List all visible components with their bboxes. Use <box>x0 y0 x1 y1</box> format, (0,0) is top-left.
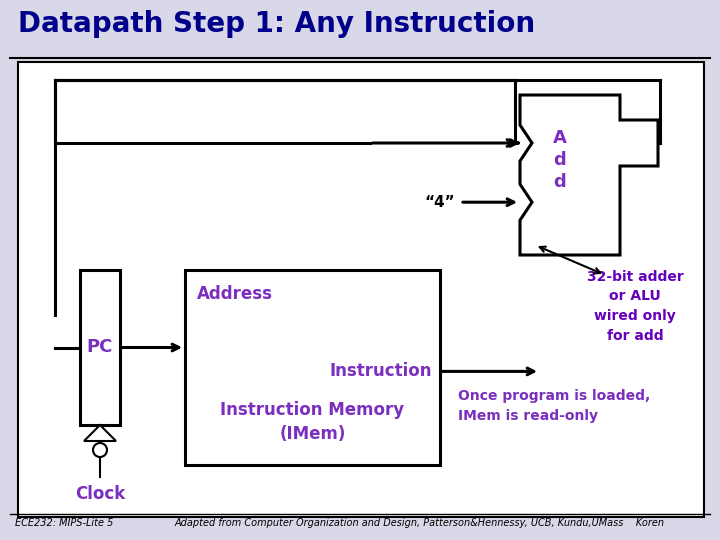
Bar <box>185 270 440 465</box>
Text: “4”: “4” <box>424 195 455 210</box>
Text: A
d
d: A d d <box>553 129 567 191</box>
Text: Clock: Clock <box>75 485 125 503</box>
Circle shape <box>93 443 107 457</box>
Text: ECE232: MIPS-Lite 5: ECE232: MIPS-Lite 5 <box>15 518 113 528</box>
Text: Instruction Memory
(IMem): Instruction Memory (IMem) <box>220 401 405 443</box>
Text: 32-bit adder
or ALU
wired only
for add: 32-bit adder or ALU wired only for add <box>587 270 683 342</box>
Text: Address: Address <box>197 285 273 303</box>
Text: Once program is loaded,
IMem is read-only: Once program is loaded, IMem is read-onl… <box>458 389 650 423</box>
Bar <box>18 62 704 517</box>
Text: Adapted from Computer Organization and Design, Patterson&Hennessy, UCB, Kundu,UM: Adapted from Computer Organization and D… <box>175 518 665 528</box>
Polygon shape <box>520 95 658 255</box>
Bar <box>80 270 120 425</box>
Polygon shape <box>84 425 116 441</box>
Text: Datapath Step 1: Any Instruction: Datapath Step 1: Any Instruction <box>18 10 535 38</box>
Text: Instruction: Instruction <box>330 362 432 380</box>
Text: PC: PC <box>87 339 113 356</box>
